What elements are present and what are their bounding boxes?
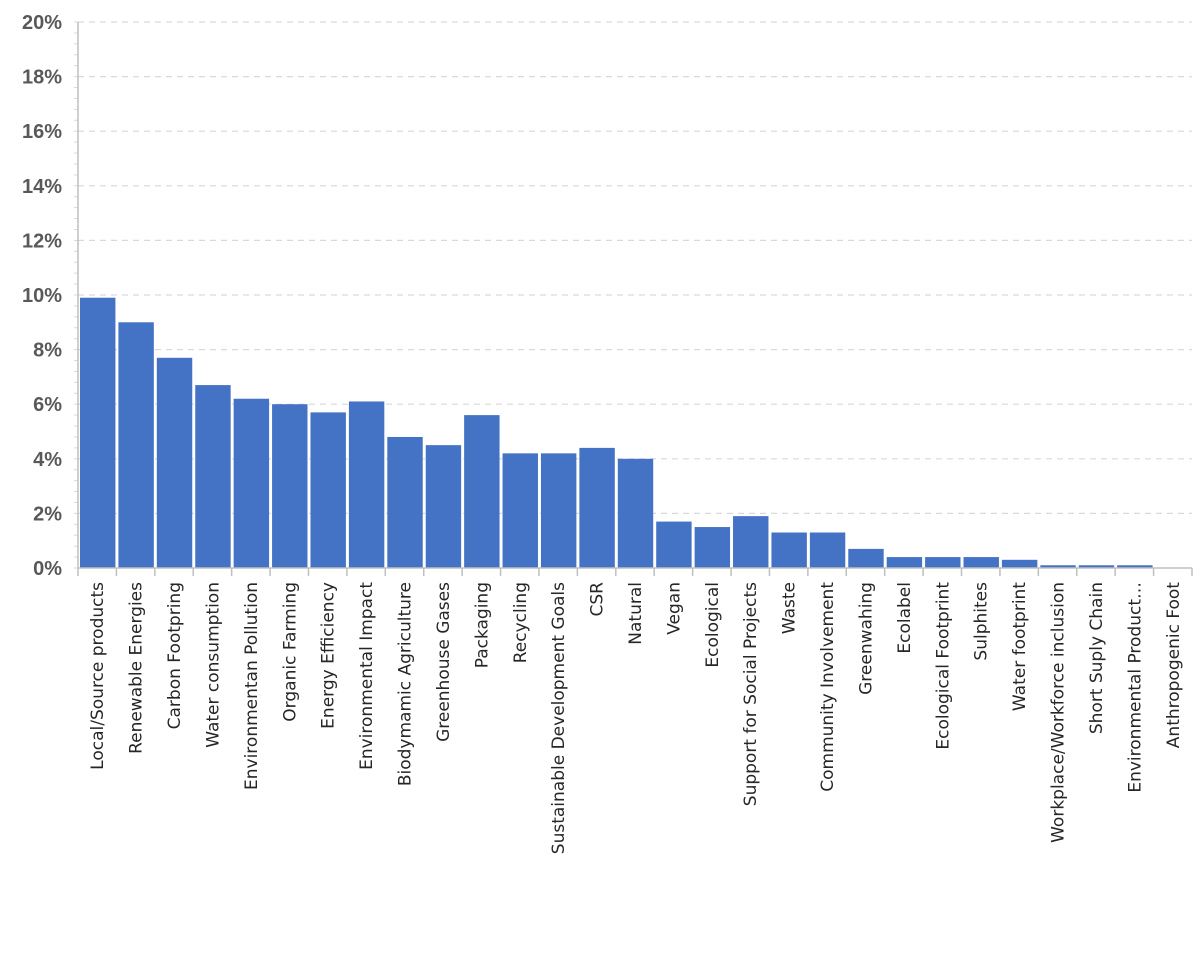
x-tick-label: Support for Social Projects — [741, 582, 761, 806]
x-tick-label: Ecological — [703, 582, 723, 668]
bar — [886, 557, 923, 568]
bar — [80, 297, 116, 568]
bar — [617, 458, 654, 568]
x-tick-label: Workplace/Workforce inclusion — [1049, 582, 1069, 843]
bar — [464, 415, 500, 568]
bar — [1001, 559, 1038, 568]
x-tick-label: Environmental Product… — [1125, 582, 1145, 793]
bar — [579, 447, 615, 568]
y-tick-label: 18% — [22, 67, 62, 89]
x-tick-label: Ecological Footprint — [933, 582, 953, 750]
x-tick-label: Short Suply Chain — [1087, 582, 1107, 734]
bar — [848, 548, 884, 568]
x-axis-tick-labels: Local/Source products Renewable Energies C… — [88, 582, 1184, 855]
x-tick-label: Carbon Footpring — [165, 582, 185, 729]
x-tick-label: Recycling — [511, 582, 531, 663]
x-tick-label: Greenhouse Gases — [434, 582, 454, 742]
x-tick-label: Packaging — [472, 582, 492, 668]
bar — [540, 453, 577, 568]
bar — [1117, 565, 1153, 568]
x-tick-label: Sulphites — [972, 582, 992, 661]
y-tick-label: 10% — [22, 285, 62, 307]
bar — [118, 322, 154, 568]
y-tick-label: 20% — [22, 12, 62, 34]
x-tick-label: Anthropogenic Foot — [1164, 582, 1184, 749]
bar — [310, 412, 346, 568]
y-tick-label: 8% — [33, 340, 62, 362]
bars — [80, 297, 1153, 568]
x-tick-label: Organic Farming — [280, 582, 300, 722]
x-tick-label: Sustainable Development Goals — [549, 582, 569, 854]
y-tick-label: 0% — [33, 558, 62, 580]
bar — [1040, 565, 1076, 568]
bar — [272, 404, 308, 568]
y-tick-label: 14% — [22, 176, 62, 198]
bar — [387, 436, 423, 568]
x-tick-label: Community Involvement — [818, 582, 838, 792]
bar — [771, 532, 807, 568]
x-tick-label: Biodymamic Agriculture — [396, 582, 416, 786]
bar — [425, 445, 462, 568]
bar — [963, 557, 999, 568]
y-axis-tick-labels: 0% 2% 4% 6% 8% 10% 12% 14% 16% 18% 20% — [22, 12, 62, 580]
x-tick-label: Vegan — [664, 582, 684, 635]
x-tick-label: Energy Efficiency — [319, 582, 339, 729]
bar — [195, 385, 231, 568]
bar — [694, 527, 731, 568]
y-tick-label: 6% — [33, 394, 62, 416]
bar — [156, 357, 193, 568]
y-tick-label: 16% — [22, 121, 62, 143]
x-tick-label: Water footprint — [1010, 582, 1030, 711]
axes — [74, 21, 1193, 576]
bar — [348, 401, 385, 568]
x-tick-label: Local/Source products — [88, 582, 108, 770]
x-tick-label: Water consumption — [203, 582, 223, 748]
bar — [925, 557, 961, 568]
x-tick-label: Greenwahing — [856, 582, 876, 695]
x-tick-label: Ecolabel — [895, 582, 915, 654]
x-tick-label: Natural — [626, 582, 646, 645]
x-tick-label: Waste — [780, 582, 800, 634]
y-tick-label: 12% — [22, 230, 62, 252]
x-tick-label: Renewable Energies — [127, 582, 147, 754]
y-tick-label: 2% — [33, 503, 62, 525]
y-tick-label: 4% — [33, 449, 62, 471]
bar — [233, 398, 270, 568]
bar — [502, 453, 538, 568]
x-tick-label: Environmentan Pollution — [242, 582, 262, 790]
x-tick-label: Environmental Impact — [357, 582, 377, 770]
bar — [733, 516, 769, 568]
bar — [809, 532, 846, 568]
x-tick-label: CSR — [588, 582, 608, 617]
bar — [1078, 565, 1115, 568]
bar — [656, 521, 692, 568]
gridlines — [78, 21, 1192, 515]
